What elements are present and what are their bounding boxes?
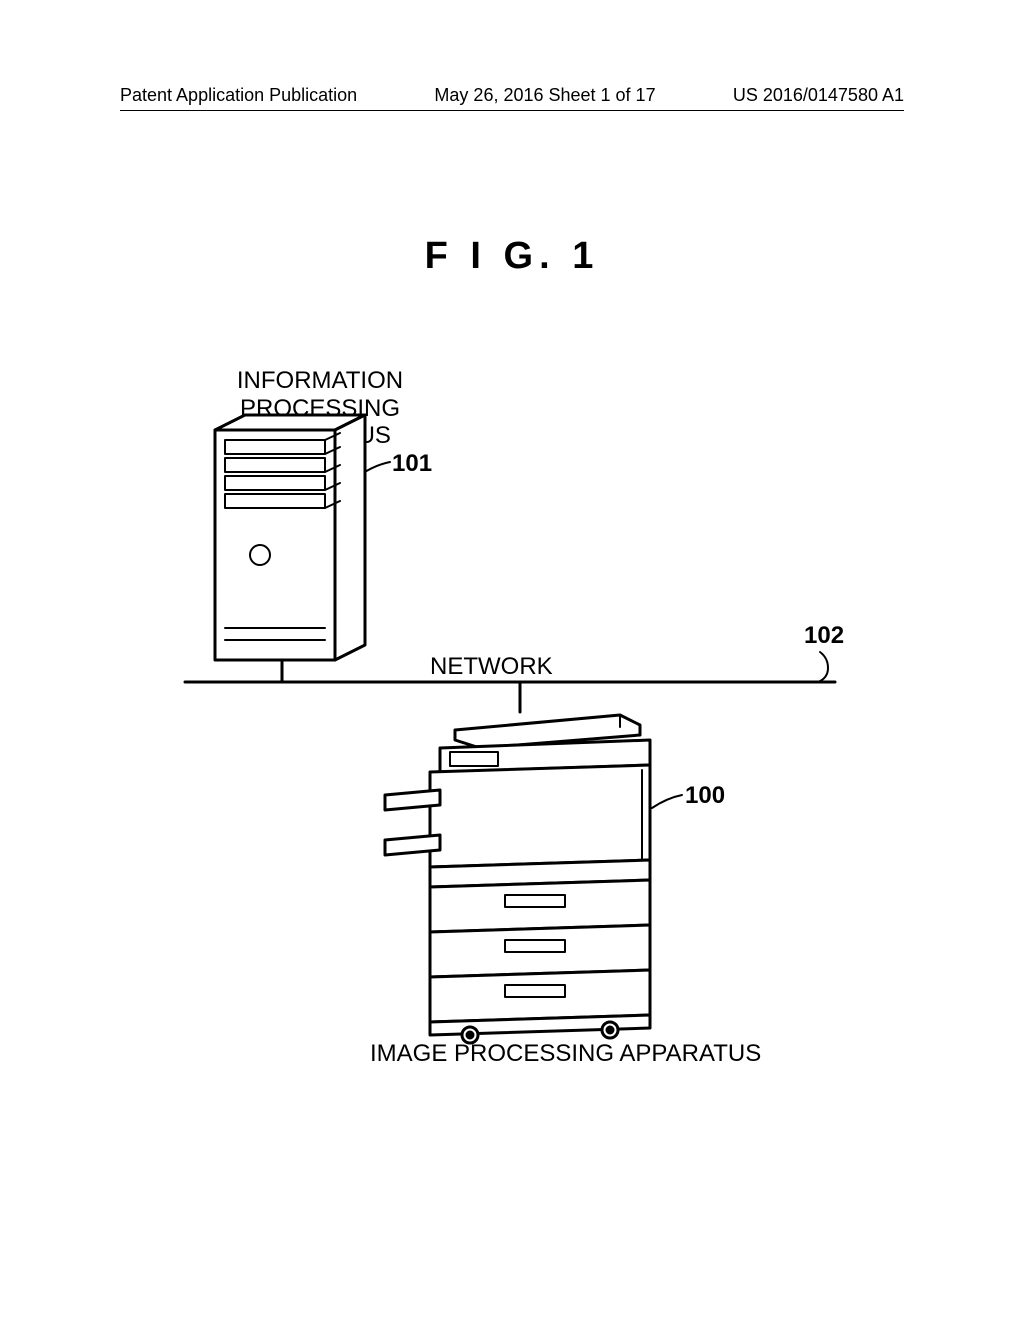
pc-tower-icon — [215, 415, 365, 660]
printer-icon — [385, 715, 650, 1043]
leader-100 — [652, 795, 682, 808]
leader-102 — [818, 652, 828, 682]
diagram-svg — [0, 0, 1024, 1320]
